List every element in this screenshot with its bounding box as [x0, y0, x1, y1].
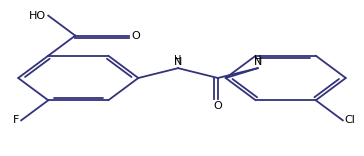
Text: HO: HO — [29, 11, 47, 21]
Text: F: F — [13, 115, 19, 125]
Text: Cl: Cl — [345, 115, 356, 125]
Text: H: H — [174, 55, 182, 65]
Text: O: O — [131, 31, 140, 41]
Text: N: N — [253, 57, 262, 67]
Text: O: O — [214, 101, 222, 111]
Text: H: H — [254, 55, 261, 65]
Text: N: N — [174, 57, 182, 67]
